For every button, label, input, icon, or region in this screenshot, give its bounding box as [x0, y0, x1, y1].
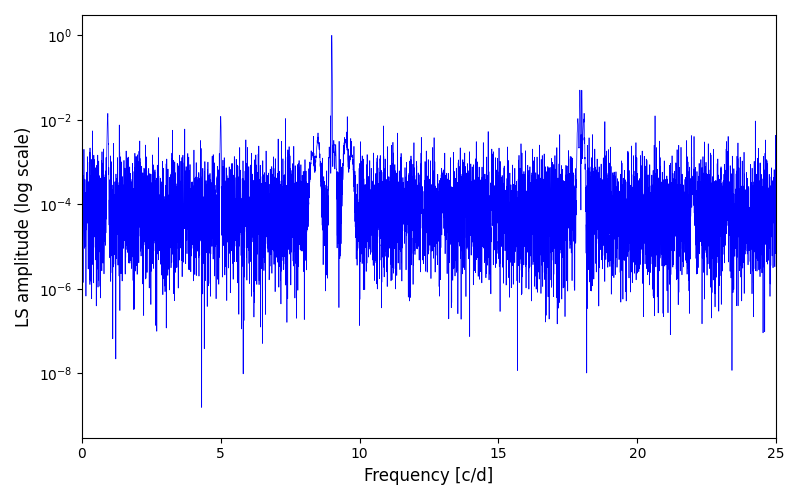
- Y-axis label: LS amplitude (log scale): LS amplitude (log scale): [15, 126, 33, 326]
- X-axis label: Frequency [c/d]: Frequency [c/d]: [364, 467, 494, 485]
